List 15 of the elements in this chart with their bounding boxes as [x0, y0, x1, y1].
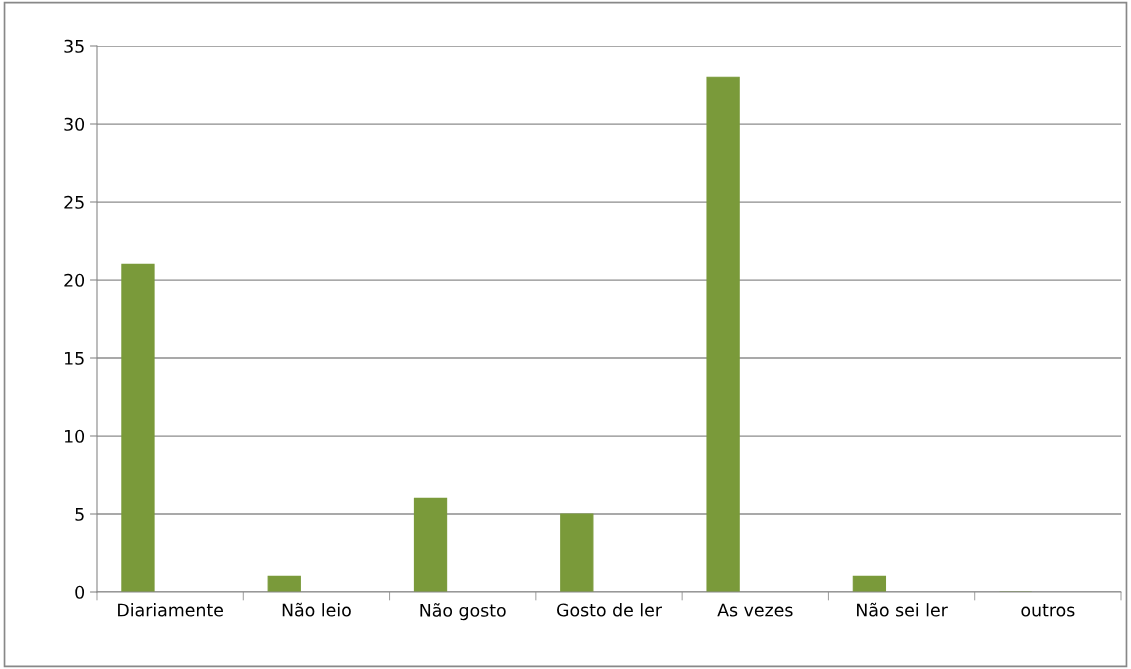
x-tick-label: Não leio — [282, 602, 351, 617]
x-tick-label: Não sei ler — [857, 602, 948, 617]
y-tick-label: 10 — [65, 429, 85, 443]
y-tick-label: 15 — [65, 351, 84, 365]
x-tick-label: Diariamente — [118, 603, 223, 617]
x-tick-label: Não gosto — [420, 603, 506, 621]
x-tick-label: outros — [1021, 604, 1075, 617]
y-tick-label: 20 — [64, 273, 85, 287]
y-tick-label: 30 — [64, 117, 85, 131]
x-tick-label: As vezes — [717, 603, 793, 617]
x-tick-label: Gosto de ler — [557, 603, 662, 617]
y-tick-label: 5 — [75, 507, 84, 521]
y-tick-label: 35 — [64, 39, 84, 53]
y-tick-label: 0 — [75, 585, 85, 599]
y-tick-label: 25 — [64, 195, 84, 209]
